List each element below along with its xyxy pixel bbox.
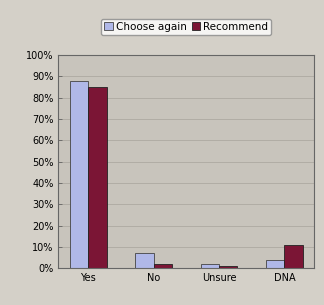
Bar [284, 245, 303, 268]
Bar [70, 81, 88, 268]
Bar [135, 253, 154, 268]
Bar [201, 264, 219, 268]
Bar [154, 264, 172, 268]
Bar [219, 266, 237, 268]
Bar [88, 87, 107, 268]
Bar [266, 260, 284, 268]
Legend: Choose again, Recommend: Choose again, Recommend [101, 19, 272, 35]
